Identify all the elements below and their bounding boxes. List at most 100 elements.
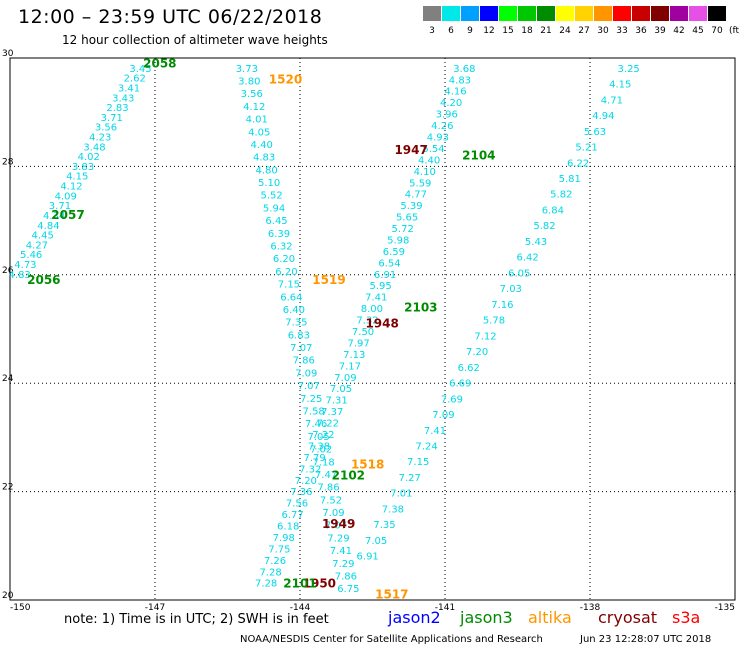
wave-height-value: 3.45	[129, 64, 151, 75]
wave-height-value: 6.39	[268, 229, 290, 240]
wave-height-value: 7.22	[317, 419, 339, 430]
color-swatch-label: 18	[521, 26, 533, 36]
wave-height-value: 7.15	[407, 457, 429, 468]
color-swatch-21	[537, 6, 555, 21]
pass-time-label: 2103	[404, 300, 437, 314]
wave-height-value: 7.46	[305, 419, 327, 430]
wave-height-value: 4.12	[243, 102, 265, 113]
wave-height-value: 7.09	[432, 410, 454, 421]
pass-time-label: 1949	[322, 517, 355, 531]
color-swatch-24	[556, 6, 574, 21]
wave-height-value: 4.12	[60, 182, 82, 193]
wave-height-value: 7.09	[322, 508, 344, 519]
legend-cryosat: cryosat	[598, 608, 658, 627]
wave-height-value: 7.05	[307, 432, 329, 443]
color-swatch-label: 27	[578, 26, 590, 36]
wave-height-value: 4.83	[253, 153, 275, 164]
wave-height-value: 6.54	[378, 258, 400, 269]
wave-height-value: 7.16	[491, 300, 513, 311]
track-jason3-east: 3.25 4.15 4.71 4.94 5.63 5.21 6.22 5.81 5.82 6.84…	[357, 64, 640, 563]
color-swatch-label: 30	[597, 26, 609, 36]
wave-height-value: 7.69	[441, 394, 463, 405]
pass-time-label: 1517	[375, 588, 408, 602]
wave-height-value: 4.26	[431, 121, 453, 132]
satellite-tracks: 3.452.623.413.432.833.713.564.233.484.02…	[9, 64, 640, 595]
pass-time-label: 2057	[51, 208, 84, 222]
wave-height-value: 7.98	[273, 533, 295, 544]
map-grid	[10, 58, 735, 600]
wave-height-value: 6.45	[265, 216, 287, 227]
wave-height-value: 5.21	[575, 143, 597, 154]
x-tick-label: -138	[580, 603, 601, 610]
wave-height-value: 3.56	[241, 89, 263, 100]
wave-height-value: 4.80	[256, 165, 278, 176]
wave-height-value: 5.59	[409, 178, 431, 189]
y-tick-label: 30	[2, 49, 14, 59]
wave-height-value: 7.22	[312, 430, 334, 441]
pass-time-label: 1518	[351, 458, 384, 472]
color-swatch-label: 3	[429, 26, 435, 36]
wave-height-value: 7.32	[299, 464, 321, 475]
wave-height-value: 5.98	[387, 235, 409, 246]
wave-height-value: 7.12	[474, 331, 496, 342]
color-swatch-label: 33	[616, 26, 628, 36]
wave-height-value: 7.41	[330, 546, 352, 557]
wave-height-value: 5.10	[258, 178, 280, 189]
color-swatch-label: 24	[559, 26, 571, 36]
color-swatch-label: 42	[673, 26, 685, 36]
color-swatch-label: 15	[502, 26, 514, 36]
x-tick-label: -135	[715, 603, 735, 610]
wave-height-value: 7.20	[466, 347, 488, 358]
wave-height-value: 4.05	[248, 127, 270, 138]
wave-height-value: 6.84	[542, 205, 564, 216]
wave-height-value: 5.46	[20, 250, 42, 261]
wave-height-value: 7.47	[315, 470, 337, 481]
wave-height-value: 6.40	[283, 305, 305, 316]
wave-height-value: 7.29	[332, 559, 354, 570]
wave-height-value: 3.43	[112, 93, 134, 104]
wave-height-value: 7.32	[356, 316, 378, 327]
wave-height-value: 3.83	[72, 162, 94, 173]
wave-height-value: 4.09	[55, 191, 77, 202]
color-swatch-45	[689, 6, 707, 21]
map-subtitle: 12 hour collection of altimeter wave hei…	[62, 33, 328, 47]
pass-time-label: 1948	[365, 317, 398, 331]
wave-height-value: 6.69	[449, 379, 471, 390]
wave-height-value: 7.20	[295, 476, 317, 487]
wave-height-value: 6.20	[275, 267, 297, 278]
wave-height-value: 4.71	[601, 95, 623, 106]
map-axis-ticks: -150 -147 -144 -141 -138 -135 20 22 24 26 28 30	[2, 49, 735, 610]
wave-height-value: 5.65	[396, 213, 418, 224]
wave-height-value: 4.93	[427, 132, 449, 143]
wave-height-value: 2.83	[106, 103, 128, 114]
wave-height-value: 8.00	[361, 304, 383, 315]
wave-height-value: 4.01	[246, 115, 268, 126]
y-tick-label: 26	[2, 266, 14, 276]
footer-note: note: 1) Time is in UTC; 2) SWH is in fe…	[64, 612, 329, 627]
wave-height-value: 5.78	[483, 316, 505, 327]
wave-height-value: 4.27	[26, 240, 48, 251]
wave-height-value: 7.56	[286, 499, 308, 510]
color-scale-unit-label: (ft)	[729, 26, 740, 36]
wave-height-value: 7.05	[365, 536, 387, 547]
wave-height-value: 4.45	[32, 231, 54, 242]
wave-height-value: 4.16	[444, 87, 466, 98]
wave-height-value: 7.28	[255, 579, 277, 590]
wave-height-value: 3.56	[95, 123, 117, 134]
wave-height-value: 7.18	[312, 457, 334, 468]
wave-height-value: 7.50	[352, 327, 374, 338]
y-tick-label: 20	[2, 591, 14, 601]
wave-height-value: 7.35	[373, 520, 395, 531]
legend-s3a: s3a	[672, 608, 701, 627]
wave-height-value: 3.25	[618, 64, 640, 75]
wave-height-value: 3.71	[101, 113, 123, 124]
wave-height-value: 5.39	[400, 201, 422, 212]
wave-height-value: 7.07	[325, 521, 347, 532]
color-swatch-label: 70	[711, 26, 723, 36]
wave-height-value: 4.23	[89, 132, 111, 143]
track-jason3-nw: 3.452.623.413.432.833.713.564.233.484.02…	[9, 64, 152, 281]
wave-height-value: 7.38	[308, 441, 330, 452]
color-swatch-27	[575, 6, 593, 21]
wave-height-value: 4.94	[592, 111, 614, 122]
wave-height-value: 7.38	[382, 504, 404, 515]
